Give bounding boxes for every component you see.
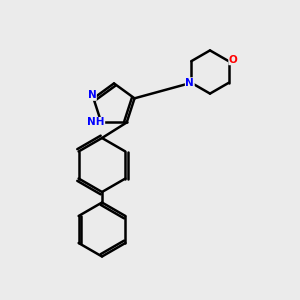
Text: O: O — [229, 55, 238, 65]
Text: NH: NH — [87, 118, 105, 128]
Text: N: N — [88, 90, 96, 100]
Text: N: N — [185, 78, 194, 88]
